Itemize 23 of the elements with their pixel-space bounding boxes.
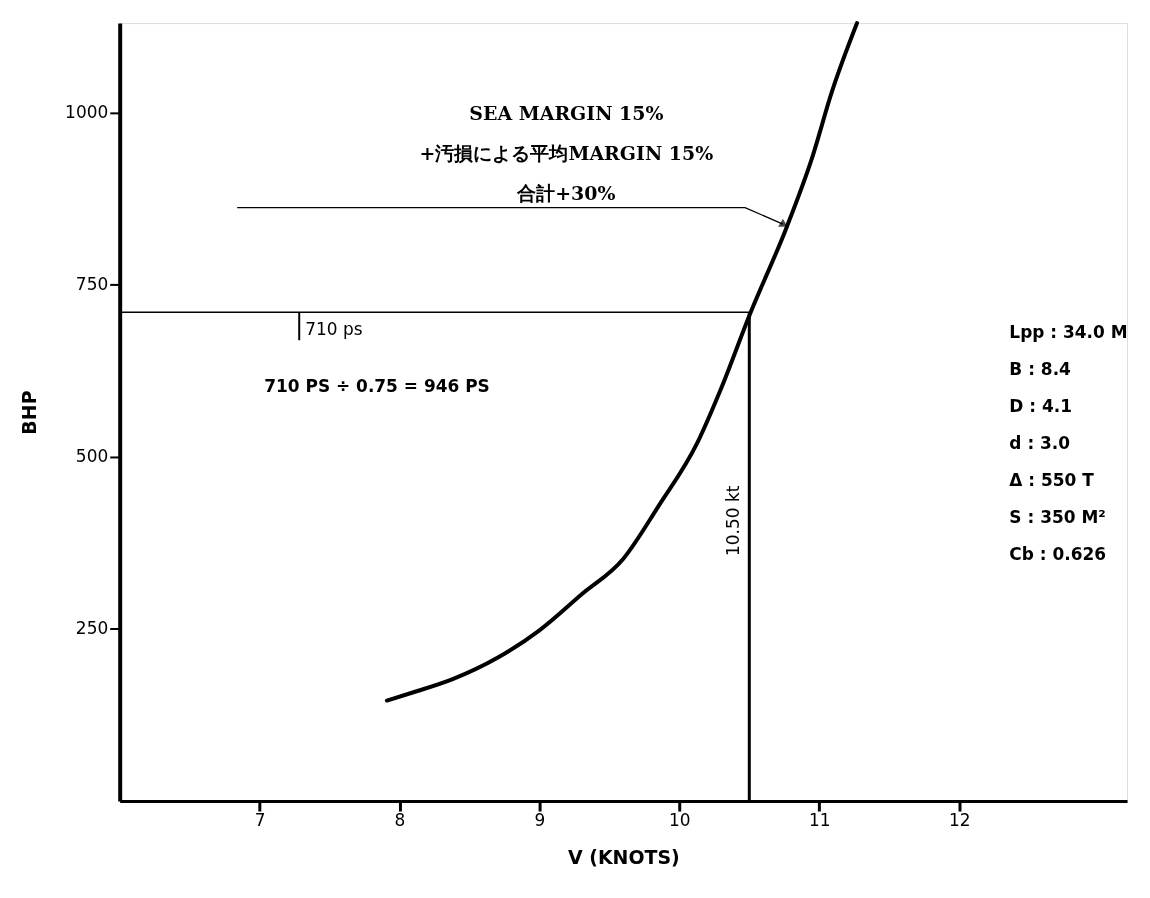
x-tick-label: 10 [669, 810, 691, 831]
annotation: SEA MARGIN 15% +汚損による平均MARGIN 15% 合計+30% [419, 101, 714, 204]
ref-line-label: 10.50 kt [723, 485, 744, 556]
x-axis-title: V (KNOTS) [568, 846, 680, 869]
annotation: d : 3.0 [1009, 432, 1071, 453]
x-tick-label: 11 [808, 810, 831, 831]
annotation: Δ : 550 T [1009, 469, 1095, 490]
x-tick-label: 7 [254, 810, 266, 831]
y-tick-label: 500 [75, 446, 109, 467]
x-tick-label: 12 [948, 810, 971, 831]
annotation: 710 PS ÷ 0.75 = 946 PS [264, 376, 490, 397]
annotation: D : 4.1 [1009, 396, 1073, 417]
y-tick-label: 250 [75, 618, 109, 639]
legend-label: 710 ps [305, 319, 363, 340]
y-tick-label: 1000 [65, 102, 109, 123]
y-tick-label: 750 [75, 274, 109, 295]
annotation: Cb : 0.626 [1009, 543, 1107, 564]
x-tick-label: 8 [394, 810, 406, 831]
annotation: Lpp : 34.0 M [1009, 322, 1128, 343]
y-axis-title: BHP [18, 390, 41, 435]
annotation: S : 350 M² [1009, 506, 1106, 527]
x-tick-label: 9 [534, 810, 546, 831]
annotation: B : 8.4 [1009, 359, 1071, 380]
